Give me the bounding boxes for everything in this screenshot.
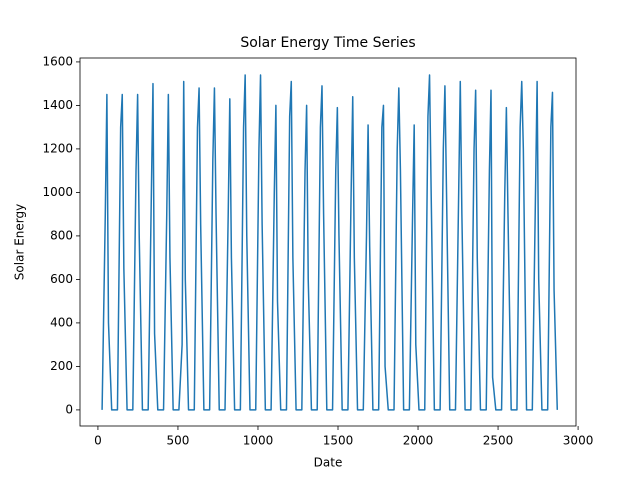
x-tick-label: 2000 [403, 434, 434, 448]
y-tick-label: 1200 [42, 141, 73, 155]
chart-title: Solar Energy Time Series [240, 35, 415, 51]
x-tick-label: 3000 [563, 434, 594, 448]
y-tick-label: 1000 [42, 185, 73, 199]
y-tick-label: 1400 [42, 98, 73, 112]
y-tick-label: 200 [50, 359, 73, 373]
x-tick-label: 2500 [483, 434, 514, 448]
x-tick-label: 1500 [323, 434, 354, 448]
x-tick-label: 0 [94, 434, 102, 448]
x-axis-label: Date [314, 456, 343, 470]
y-tick-label: 0 [65, 402, 73, 416]
y-tick-label: 800 [50, 228, 73, 242]
y-tick-label: 400 [50, 315, 73, 329]
y-axis-label: Solar Energy [13, 204, 27, 280]
plot-frame [79, 57, 577, 427]
x-tick-label: 1000 [243, 434, 274, 448]
x-tick-label: 500 [166, 434, 189, 448]
y-tick-label: 1600 [42, 54, 73, 68]
y-tick-label: 600 [50, 272, 73, 286]
line-series [101, 74, 559, 411]
